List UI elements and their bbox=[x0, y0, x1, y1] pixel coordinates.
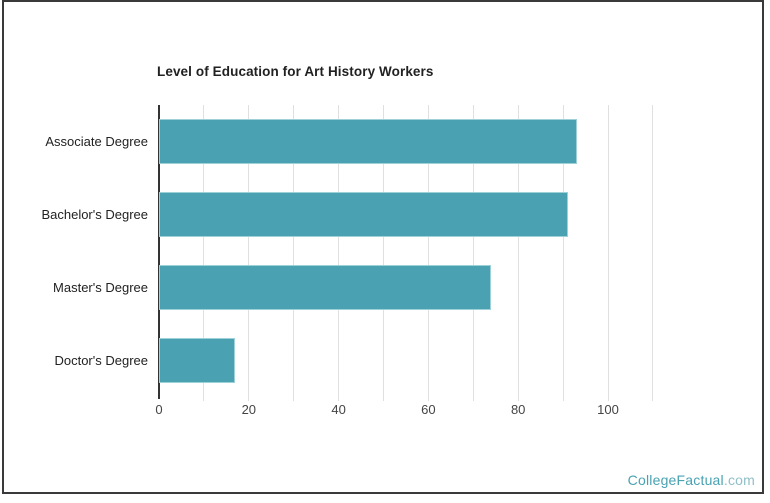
gridline bbox=[248, 105, 250, 401]
gridline bbox=[338, 105, 340, 401]
gridline bbox=[607, 105, 609, 401]
y-axis-label: Doctor's Degree bbox=[54, 353, 148, 368]
watermark-brand: CollegeFactual bbox=[627, 472, 724, 488]
y-axis-label: Bachelor's Degree bbox=[41, 207, 148, 222]
gridline bbox=[427, 105, 429, 401]
chart-card: Level of Education for Art History Worke… bbox=[2, 0, 764, 494]
plot-area bbox=[158, 105, 664, 401]
gridline bbox=[517, 105, 519, 401]
y-axis-label: Associate Degree bbox=[45, 134, 148, 149]
bar-bachelor-s-degree[interactable] bbox=[159, 192, 568, 237]
gridline bbox=[203, 105, 205, 401]
bar-associate-degree[interactable] bbox=[159, 119, 577, 164]
x-axis-tick-label: 80 bbox=[510, 402, 526, 417]
bar-master-s-degree[interactable] bbox=[159, 265, 492, 310]
watermark-suffix: .com bbox=[723, 472, 755, 488]
x-axis-tick-label: 100 bbox=[597, 402, 619, 417]
gridline bbox=[383, 105, 384, 401]
x-axis-tick-label: 0 bbox=[155, 402, 163, 417]
gridline bbox=[293, 105, 295, 401]
bar-doctor-s-degree[interactable] bbox=[159, 338, 236, 383]
y-axis-line bbox=[158, 105, 160, 399]
watermark: CollegeFactual.com bbox=[628, 472, 755, 488]
x-axis-tick-label: 20 bbox=[241, 402, 257, 417]
x-axis-tick-label: 40 bbox=[331, 402, 346, 417]
gridline bbox=[562, 105, 564, 401]
chart-title: Level of Education for Art History Worke… bbox=[157, 64, 434, 79]
gridline bbox=[472, 105, 474, 401]
y-axis-label: Master's Degree bbox=[53, 280, 148, 295]
gridline bbox=[652, 105, 654, 401]
x-axis-tick-label: 60 bbox=[421, 402, 436, 417]
